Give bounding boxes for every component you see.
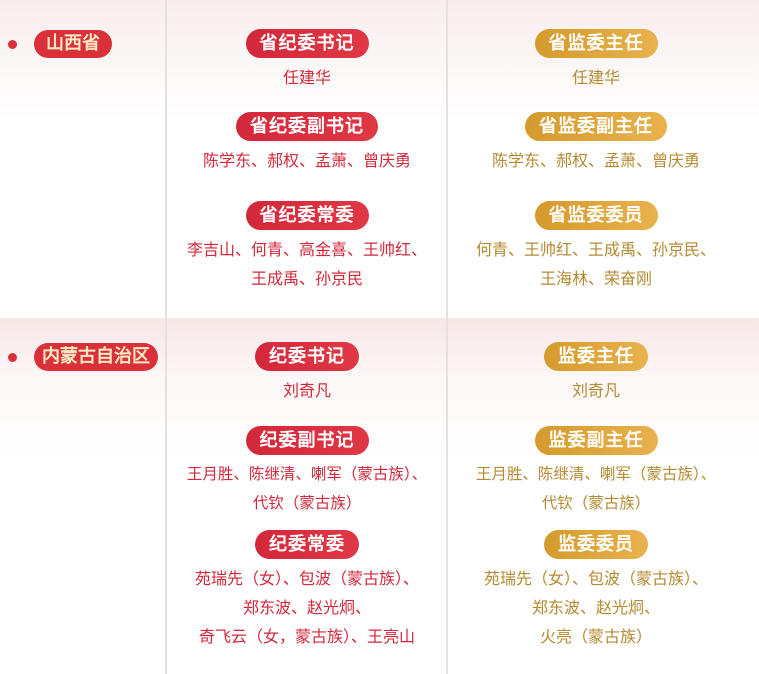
role-block: 监委副主任王月胜、陈继清、喇军（蒙古族）、 代钦（蒙古族） (449, 426, 743, 518)
names-line: 苑瑞先（女）、包波（蒙古族）、 (483, 569, 708, 588)
role-badge: 省监委副主任 (525, 112, 667, 141)
names-line: 王海林、荣奋刚 (539, 269, 652, 288)
role-badge: 省监委委员 (534, 201, 658, 230)
role-badge: 监委副主任 (534, 426, 658, 455)
names-line: 奇飞云（女，蒙古族）、王亮山 (198, 627, 415, 646)
names: 苑瑞先（女）、包波（蒙古族）、 郑东波、赵光炯、奇飞云（女，蒙古族）、王亮山 (167, 564, 447, 651)
role-block: 省纪委常委李吉山、何青、高金喜、王帅红、 王成禹、孙京民 (167, 201, 447, 293)
names: 任建华 (571, 68, 620, 87)
province-label: 山西省 (8, 30, 112, 58)
names-line: 王月胜、陈继清、喇军（蒙古族）、 (475, 465, 717, 483)
names-line: 火亮（蒙古族） (539, 627, 652, 646)
role-block: 省监委主任 任建华 (449, 29, 743, 92)
names-line: 王成禹、孙京民 (250, 269, 363, 288)
names-line: 苑瑞先（女）、包波（蒙古族）、 (194, 569, 419, 588)
names: 任建华 (282, 68, 331, 87)
bullet-dot (8, 39, 17, 49)
role-badge: 省纪委书记 (245, 29, 369, 58)
names: 何青、王帅红、王成禹、孙京民、 王海林、荣奋刚 (449, 235, 743, 293)
names-line: 李吉山、何青、高金喜、王帅红、 (186, 240, 427, 259)
role-block: 纪委副书记王月胜、陈继清、喇军（蒙古族）、 代钦（蒙古族） (167, 426, 447, 518)
role-badge: 省纪委常委 (245, 201, 369, 230)
names: 王月胜、陈继清、喇军（蒙古族）、 代钦（蒙古族） (449, 460, 743, 518)
names: 刘奇凡 (282, 381, 331, 400)
names: 李吉山、何青、高金喜、王帅红、 王成禹、孙京民 (167, 235, 447, 293)
role-block: 纪委常委苑瑞先（女）、包波（蒙古族）、 郑东波、赵光炯、奇飞云（女，蒙古族）、王亮… (167, 530, 447, 651)
column-divider (446, 0, 448, 318)
province-badge: 内蒙古自治区 (34, 343, 158, 371)
role-block: 省纪委书记 任建华 (167, 29, 447, 92)
names: 陈学东、郝权、孟萧、曾庆勇 (491, 151, 700, 170)
names: 陈学东、郝权、孟萧、曾庆勇 (202, 151, 411, 170)
role-badge: 纪委书记 (255, 342, 359, 371)
names: 苑瑞先（女）、包波（蒙古族）、 郑东波、赵光炯、 火亮（蒙古族） (449, 564, 743, 651)
role-block: 纪委书记 刘奇凡 (167, 342, 447, 405)
role-block: 省监委委员何青、王帅红、王成禹、孙京民、 王海林、荣奋刚 (449, 201, 743, 293)
names-line: 代钦（蒙古族） (252, 494, 362, 512)
role-badge: 监委主任 (544, 342, 648, 371)
role-block: 省纪委副书记陈学东、郝权、孟萧、曾庆勇 (167, 112, 447, 175)
role-block: 监委主任 刘奇凡 (449, 342, 743, 405)
names-line: 郑东波、赵光炯、 (531, 598, 660, 617)
bullet-dot (8, 352, 17, 362)
names-line: 代钦（蒙古族） (541, 494, 651, 512)
role-block: 监委委员苑瑞先（女）、包波（蒙古族）、 郑东波、赵光炯、 火亮（蒙古族） (449, 530, 743, 651)
role-block: 省监委副主任陈学东、郝权、孟萧、曾庆勇 (449, 112, 743, 175)
role-badge: 纪委常委 (255, 530, 359, 559)
names-line: 王月胜、陈继清、喇军（蒙古族）、 (186, 465, 428, 483)
section-shanxi: 山西省 省纪委书记任建华 省纪委副书记陈学东、郝权、孟萧、曾庆勇 省纪委常委李吉… (0, 0, 759, 318)
section-inner-mongolia: 内蒙古自治区 纪委书记 刘奇凡 纪委副书记 王月胜、陈继清、喇军（蒙古族）、 代钦（蒙… (0, 318, 759, 674)
names: 王月胜、陈继清、喇军（蒙古族）、 代钦（蒙古族） (167, 460, 447, 518)
names: 刘奇凡 (571, 381, 620, 400)
names-line: 何青、王帅红、王成禹、孙京民、 (475, 240, 716, 259)
role-badge: 省纪委副书记 (236, 112, 378, 141)
column-divider (165, 0, 167, 318)
column-divider (446, 318, 448, 674)
province-label: 内蒙古自治区 (8, 343, 158, 371)
names-line: 郑东波、赵光炯、 (242, 598, 371, 617)
role-badge: 省监委主任 (534, 29, 658, 58)
province-badge: 山西省 (34, 30, 112, 58)
role-badge: 监委委员 (544, 530, 648, 559)
column-divider (165, 318, 167, 674)
role-badge: 纪委副书记 (245, 426, 369, 455)
